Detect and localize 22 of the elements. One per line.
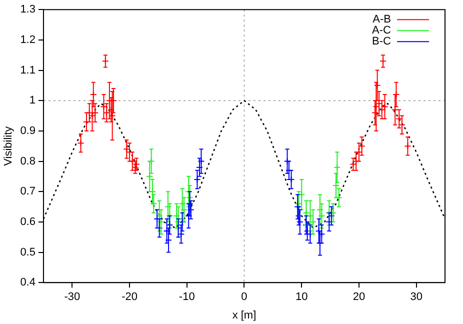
- legend-label: A-C: [372, 24, 392, 37]
- x-tick-label: 20: [352, 291, 366, 304]
- y-tick-label: 0.7: [20, 186, 36, 198]
- x-tick-label: -10: [178, 291, 195, 304]
- y-tick-label: 1: [29, 94, 36, 107]
- y-tick-label: 0.6: [20, 216, 36, 228]
- x-tick-label: 30: [410, 291, 422, 304]
- x-tick-label: 0: [241, 291, 248, 304]
- legend-label: B-C: [372, 36, 392, 48]
- y-tick-label: 0.5: [20, 246, 36, 258]
- y-tick-label: 0.8: [20, 155, 36, 168]
- y-tick-label: 1.3: [20, 4, 36, 16]
- y-tick-label: 0.4: [20, 276, 36, 289]
- x-axis-title: x [m]: [232, 309, 256, 322]
- y-tick-label: 1.1: [20, 64, 36, 76]
- x-tick-label: 10: [295, 291, 308, 304]
- x-tick-label: -20: [122, 291, 138, 304]
- y-tick-label: 1.2: [20, 34, 36, 46]
- y-tick-label: 0.9: [20, 124, 36, 137]
- y-axis-title: Visibility: [2, 126, 15, 166]
- x-tick-label: -30: [64, 291, 80, 304]
- legend-label: A-B: [372, 14, 391, 26]
